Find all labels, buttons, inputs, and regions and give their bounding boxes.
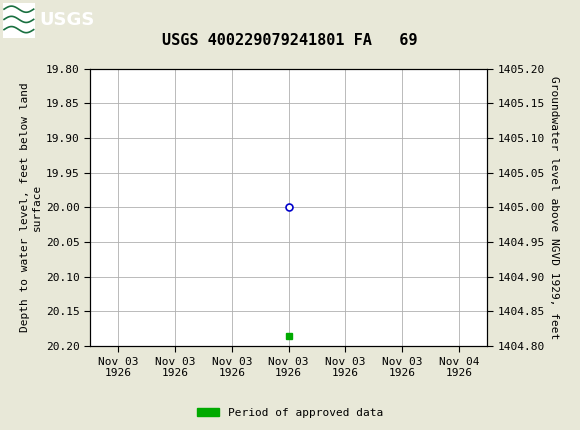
Y-axis label: Depth to water level, feet below land
surface: Depth to water level, feet below land su… bbox=[20, 83, 42, 332]
Bar bbox=[3, 3, 35, 37]
Legend: Period of approved data: Period of approved data bbox=[193, 403, 387, 422]
Text: USGS 400229079241801 FA   69: USGS 400229079241801 FA 69 bbox=[162, 34, 418, 48]
Text: USGS: USGS bbox=[39, 12, 95, 29]
Y-axis label: Groundwater level above NGVD 1929, feet: Groundwater level above NGVD 1929, feet bbox=[549, 76, 559, 339]
